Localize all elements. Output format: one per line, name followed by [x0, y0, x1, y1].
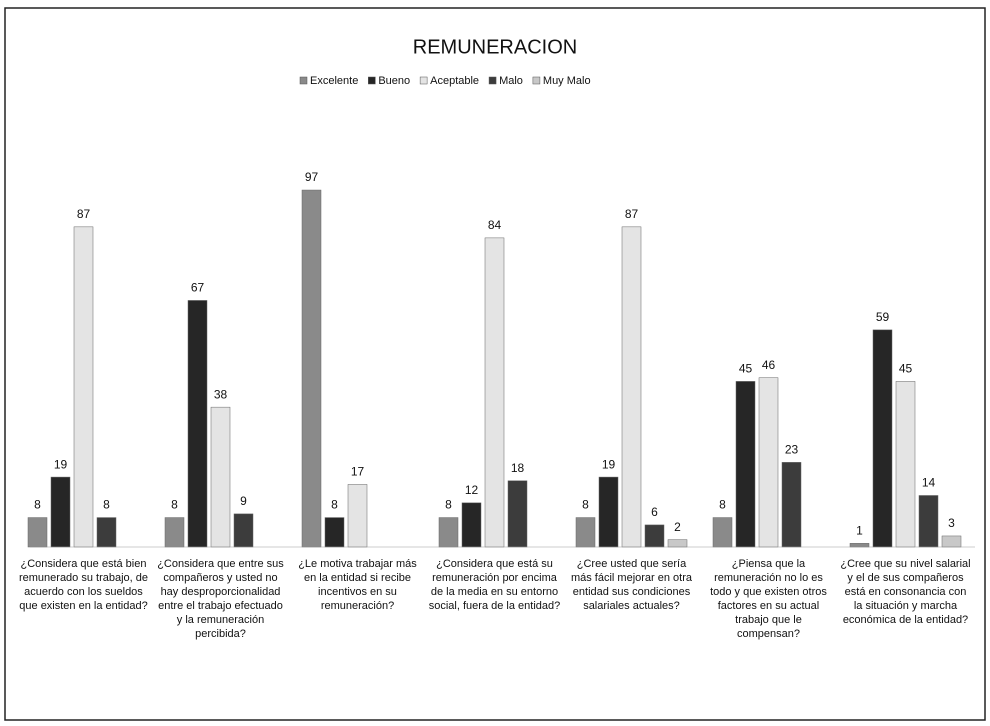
bar — [849, 543, 870, 548]
data-label: 19 — [602, 457, 616, 471]
data-label: 19 — [54, 457, 68, 471]
bar — [575, 517, 596, 548]
data-label: 18 — [511, 461, 525, 475]
bar — [781, 462, 802, 548]
data-label: 87 — [625, 207, 639, 221]
bar — [461, 502, 482, 548]
bar — [438, 517, 459, 548]
data-label: 8 — [34, 498, 41, 512]
legend-label: Malo — [499, 75, 523, 87]
bar — [96, 517, 117, 548]
x-tick-label: ¿Considera que está bien remunerado su t… — [18, 558, 149, 612]
data-label: 14 — [922, 476, 936, 490]
data-label: 8 — [582, 498, 589, 512]
data-label: 84 — [488, 218, 502, 232]
x-tick-label: ¿Le motiva trabajar más en la entidad si… — [298, 558, 417, 612]
bar — [324, 517, 345, 548]
data-label: 1 — [856, 523, 863, 537]
legend-swatch — [299, 76, 308, 85]
data-label: 45 — [739, 362, 753, 376]
legend-swatch — [532, 76, 541, 85]
bar — [507, 480, 528, 548]
bar — [758, 377, 779, 548]
data-label: 97 — [305, 170, 319, 184]
data-label: 17 — [351, 465, 365, 479]
data-label: 23 — [785, 443, 799, 457]
bar — [621, 226, 642, 548]
bar — [735, 381, 756, 548]
frame — [4, 7, 986, 721]
legend-swatch — [419, 76, 428, 85]
bar — [347, 484, 368, 548]
data-label: 8 — [331, 498, 338, 512]
bar — [484, 237, 505, 548]
data-label: 8 — [719, 498, 726, 512]
legend-swatch — [368, 76, 376, 85]
x-tick-label: ¿Cree que su nivel salarial y el de sus … — [840, 558, 971, 626]
bar — [27, 517, 48, 548]
legend-label: Aceptable — [430, 75, 479, 87]
bar — [233, 513, 254, 548]
legend-label: Excelente — [310, 75, 358, 87]
bar — [301, 189, 322, 548]
x-tick-label: ¿Piensa que la remuneración no lo es tod… — [710, 558, 827, 640]
data-label: 46 — [762, 358, 776, 372]
data-label: 59 — [876, 310, 890, 324]
bar — [210, 406, 231, 548]
data-label: 45 — [899, 362, 913, 376]
bar — [872, 329, 893, 548]
data-label: 2 — [674, 520, 681, 534]
x-tick-label: ¿Considera que entre sus compañeros y us… — [157, 558, 284, 640]
bar — [164, 517, 185, 548]
x-tick-label: ¿Considera que está su remuneración por … — [428, 558, 561, 612]
data-label: 8 — [445, 498, 452, 512]
legend-swatch — [488, 76, 497, 85]
data-label: 9 — [240, 494, 247, 508]
bar — [667, 539, 688, 548]
data-label: 8 — [171, 498, 178, 512]
bar — [598, 476, 619, 548]
data-label: 87 — [77, 207, 91, 221]
x-tick-label: ¿Cree usted que sería más fácil mejorar … — [570, 558, 693, 612]
legend-label: Muy Malo — [543, 75, 591, 87]
data-label: 38 — [214, 387, 228, 401]
bar — [941, 535, 962, 548]
legend-label: Bueno — [378, 75, 410, 87]
bar — [918, 495, 939, 548]
data-label: 67 — [191, 281, 205, 295]
bar — [50, 476, 71, 548]
chart-title: REMUNERACION — [413, 36, 577, 58]
data-label: 8 — [103, 498, 110, 512]
data-label: 3 — [948, 516, 955, 530]
bar — [187, 300, 208, 548]
bar — [712, 517, 733, 548]
bar — [895, 381, 916, 548]
data-label: 6 — [651, 505, 658, 519]
bar — [644, 524, 665, 548]
data-label: 12 — [465, 483, 479, 497]
bar — [73, 226, 94, 548]
